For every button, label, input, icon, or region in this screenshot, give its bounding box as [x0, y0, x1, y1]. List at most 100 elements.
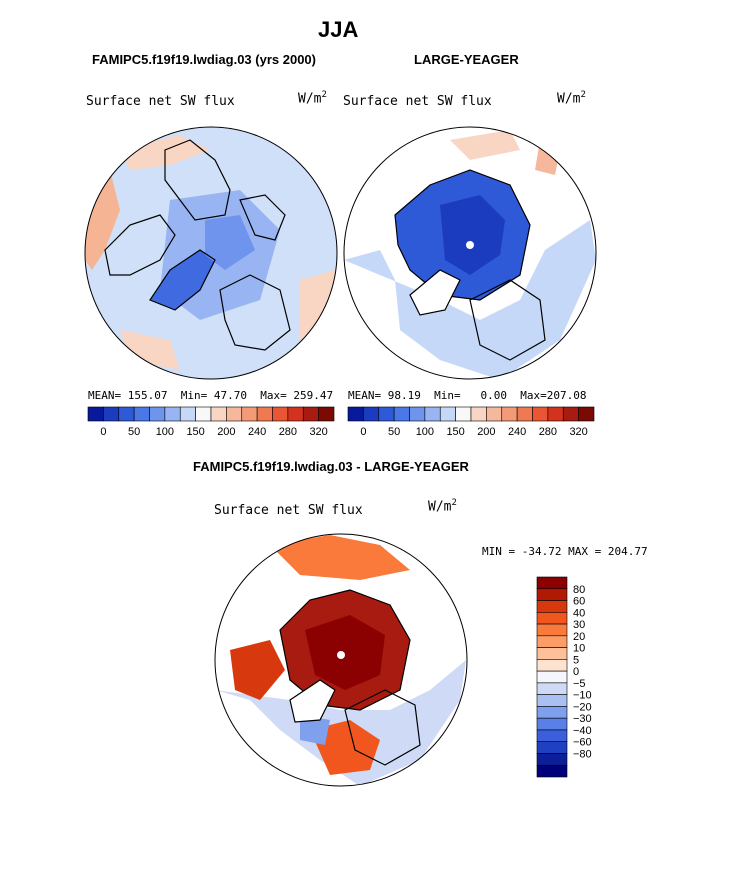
left-colorbar-swatch [272, 406, 289, 422]
left-colorbar-swatch [318, 406, 335, 422]
left-colorbar-tick-label: 280 [279, 426, 297, 438]
left-map-midblue [205, 215, 255, 270]
right-colorbar-swatch [439, 406, 456, 422]
difference-colorbar-swatch [536, 729, 568, 743]
difference-colorbar-tick-label: −60 [573, 737, 592, 749]
right-colorbar-swatch [378, 406, 395, 422]
difference-colorbar-swatch [536, 717, 568, 731]
left-map-coast-4 [219, 274, 291, 351]
page-title: JJA [318, 17, 359, 42]
diff-map-units: W/m2 [428, 498, 457, 515]
diff-map-rim-left [230, 640, 285, 700]
difference-colorbar-swatch [536, 682, 568, 695]
difference-colorbar-tick-label: 30 [573, 619, 585, 631]
right-colorbar-swatch [547, 406, 564, 422]
right-colorbar: 0 50 100 150 200 240 280 320 [347, 406, 595, 438]
right-colorbar-swatch [455, 406, 472, 422]
right-colorbar-tick-label: 50 [388, 426, 400, 438]
right-map-pole-hole [466, 241, 474, 249]
difference-panel-header: FAMIPC5.f19f19.lwdiag.03 - LARGE-YEAGER [193, 459, 469, 474]
right-map-stats: MEAN= 98.19 Min= 0.00 Max=207.08 [348, 389, 587, 402]
right-colorbar-tick-label: 100 [416, 426, 434, 438]
left-colorbar-swatch [195, 406, 212, 422]
right-colorbar-swatch [470, 406, 487, 422]
left-colorbar-tick-label: 100 [156, 426, 174, 438]
difference-colorbar-swatch [536, 611, 568, 625]
diff-map-title: Surface net SW flux [214, 503, 363, 518]
difference-colorbar-tick-label: −10 [573, 690, 592, 702]
diff-map-border [214, 533, 468, 787]
right-colorbar-tick-label: 0 [360, 426, 366, 438]
left-map-greenland [150, 250, 215, 310]
left-colorbar-tick-label: 240 [248, 426, 266, 438]
difference-colorbar-swatch [536, 623, 568, 637]
left-colorbar: 0 50 100 150 200 240 280 320 [87, 406, 335, 438]
left-colorbar-swatch [226, 406, 243, 422]
difference-colorbar-tick-label: 20 [573, 631, 585, 643]
left-map-units: W/m2 [298, 90, 327, 107]
right-colorbar-swatch [363, 406, 380, 422]
difference-colorbar-tick-label: 40 [573, 607, 585, 619]
left-colorbar-swatch [210, 406, 227, 422]
right-map-title: Surface net SW flux [343, 94, 492, 109]
diff-map-coast-3 [344, 689, 421, 766]
left-colorbar-tick-label: 150 [186, 426, 204, 438]
left-colorbar-tick-label: 0 [100, 426, 106, 438]
difference-colorbar-tick-label: 80 [573, 584, 585, 596]
right-map-warm-north [450, 130, 520, 160]
diff-map-rim-top [270, 535, 410, 580]
difference-colorbar-swatch [536, 741, 568, 754]
difference-colorbar-swatch [536, 588, 568, 601]
difference-colorbar-swatch [536, 764, 568, 778]
right-map-coast-1 [394, 169, 531, 301]
difference-colorbar-tick-label: −5 [573, 678, 586, 690]
left-map-coast-3 [149, 249, 216, 311]
right-map-ocean-light [344, 220, 596, 379]
difference-colorbar-tick-label: −40 [573, 725, 592, 737]
right-map-arctic-core [440, 195, 505, 275]
left-map-stats: MEAN= 155.07 Min= 47.70 Max= 259.47 [88, 389, 334, 402]
difference-colorbar-tick-label: 0 [573, 666, 579, 678]
left-polar-map [85, 127, 337, 379]
right-colorbar-tick-label: 150 [446, 426, 464, 438]
right-colorbar-swatch [486, 406, 503, 422]
right-colorbar-tick-label: 320 [569, 426, 587, 438]
right-colorbar-swatch [424, 406, 441, 422]
right-colorbar-swatch [516, 406, 533, 422]
left-colorbar-swatch [179, 406, 196, 422]
difference-colorbar-tick-label: 60 [573, 596, 585, 608]
right-colorbar-swatch [393, 406, 410, 422]
difference-colorbar-swatch [536, 706, 568, 719]
right-panel-header: LARGE-YEAGER [414, 52, 519, 67]
difference-colorbar-tick-label: 10 [573, 643, 585, 655]
difference-colorbar-swatch [536, 670, 568, 684]
right-map-coast-2 [409, 269, 461, 316]
right-colorbar-tick-label: 200 [477, 426, 495, 438]
right-colorbar-swatch [347, 406, 364, 422]
left-colorbar-swatch [164, 406, 181, 422]
right-colorbar-swatch [562, 406, 579, 422]
right-map-coast-3 [469, 279, 546, 361]
difference-colorbar-swatch [536, 659, 568, 672]
diff-map-rim-bottom [310, 720, 380, 775]
left-colorbar-swatch [256, 406, 273, 422]
left-colorbar-tick-label: 320 [309, 426, 327, 438]
difference-colorbar-swatch [536, 694, 568, 707]
difference-colorbar-swatch [536, 753, 568, 766]
left-colorbar-swatch [133, 406, 150, 422]
difference-colorbar-tick-label: −20 [573, 701, 592, 713]
difference-colorbar-swatch [536, 647, 568, 660]
left-map-coast-2 [104, 214, 176, 276]
left-colorbar-swatch [287, 406, 304, 422]
left-colorbar-swatch [302, 406, 319, 422]
right-colorbar-swatch [501, 406, 518, 422]
difference-colorbar-tick-label: −30 [573, 713, 592, 725]
left-colorbar-swatch [118, 406, 135, 422]
diff-map-arctic-deep [305, 615, 385, 690]
left-panel-header: FAMIPC5.f19f19.lwdiag.03 (yrs 2000) [92, 52, 316, 67]
right-colorbar-tick-label: 240 [508, 426, 526, 438]
left-colorbar-swatch [87, 406, 104, 422]
left-map-title: Surface net SW flux [86, 94, 235, 109]
